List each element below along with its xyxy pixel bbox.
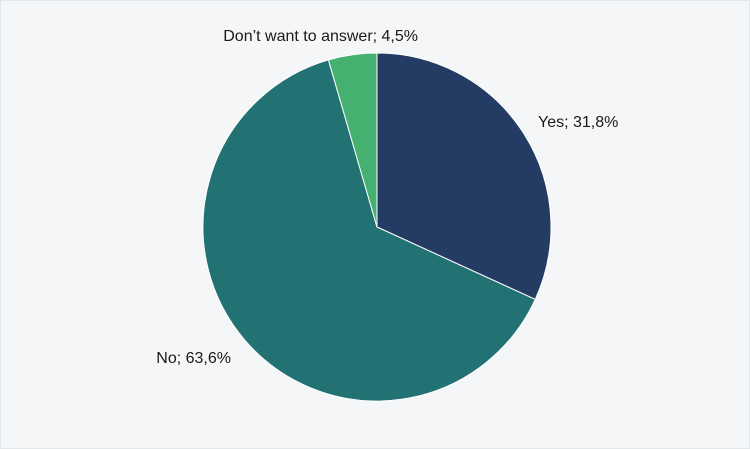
pie-slice-no (202, 59, 536, 402)
pie-labels: Yes; 31,8% No; 63,6% Don’t want to answe… (156, 28, 618, 367)
slice-label-no: No; 63,6% (156, 350, 231, 367)
slice-label-dont-want-to-answer: Don’t want to answer; 4,5% (223, 28, 418, 45)
pie-slice-yes (376, 52, 552, 301)
pie-slice-don-t-want-to-answer (327, 52, 378, 228)
pie-slices (202, 52, 552, 402)
slice-label-yes: Yes; 31,8% (538, 114, 618, 131)
